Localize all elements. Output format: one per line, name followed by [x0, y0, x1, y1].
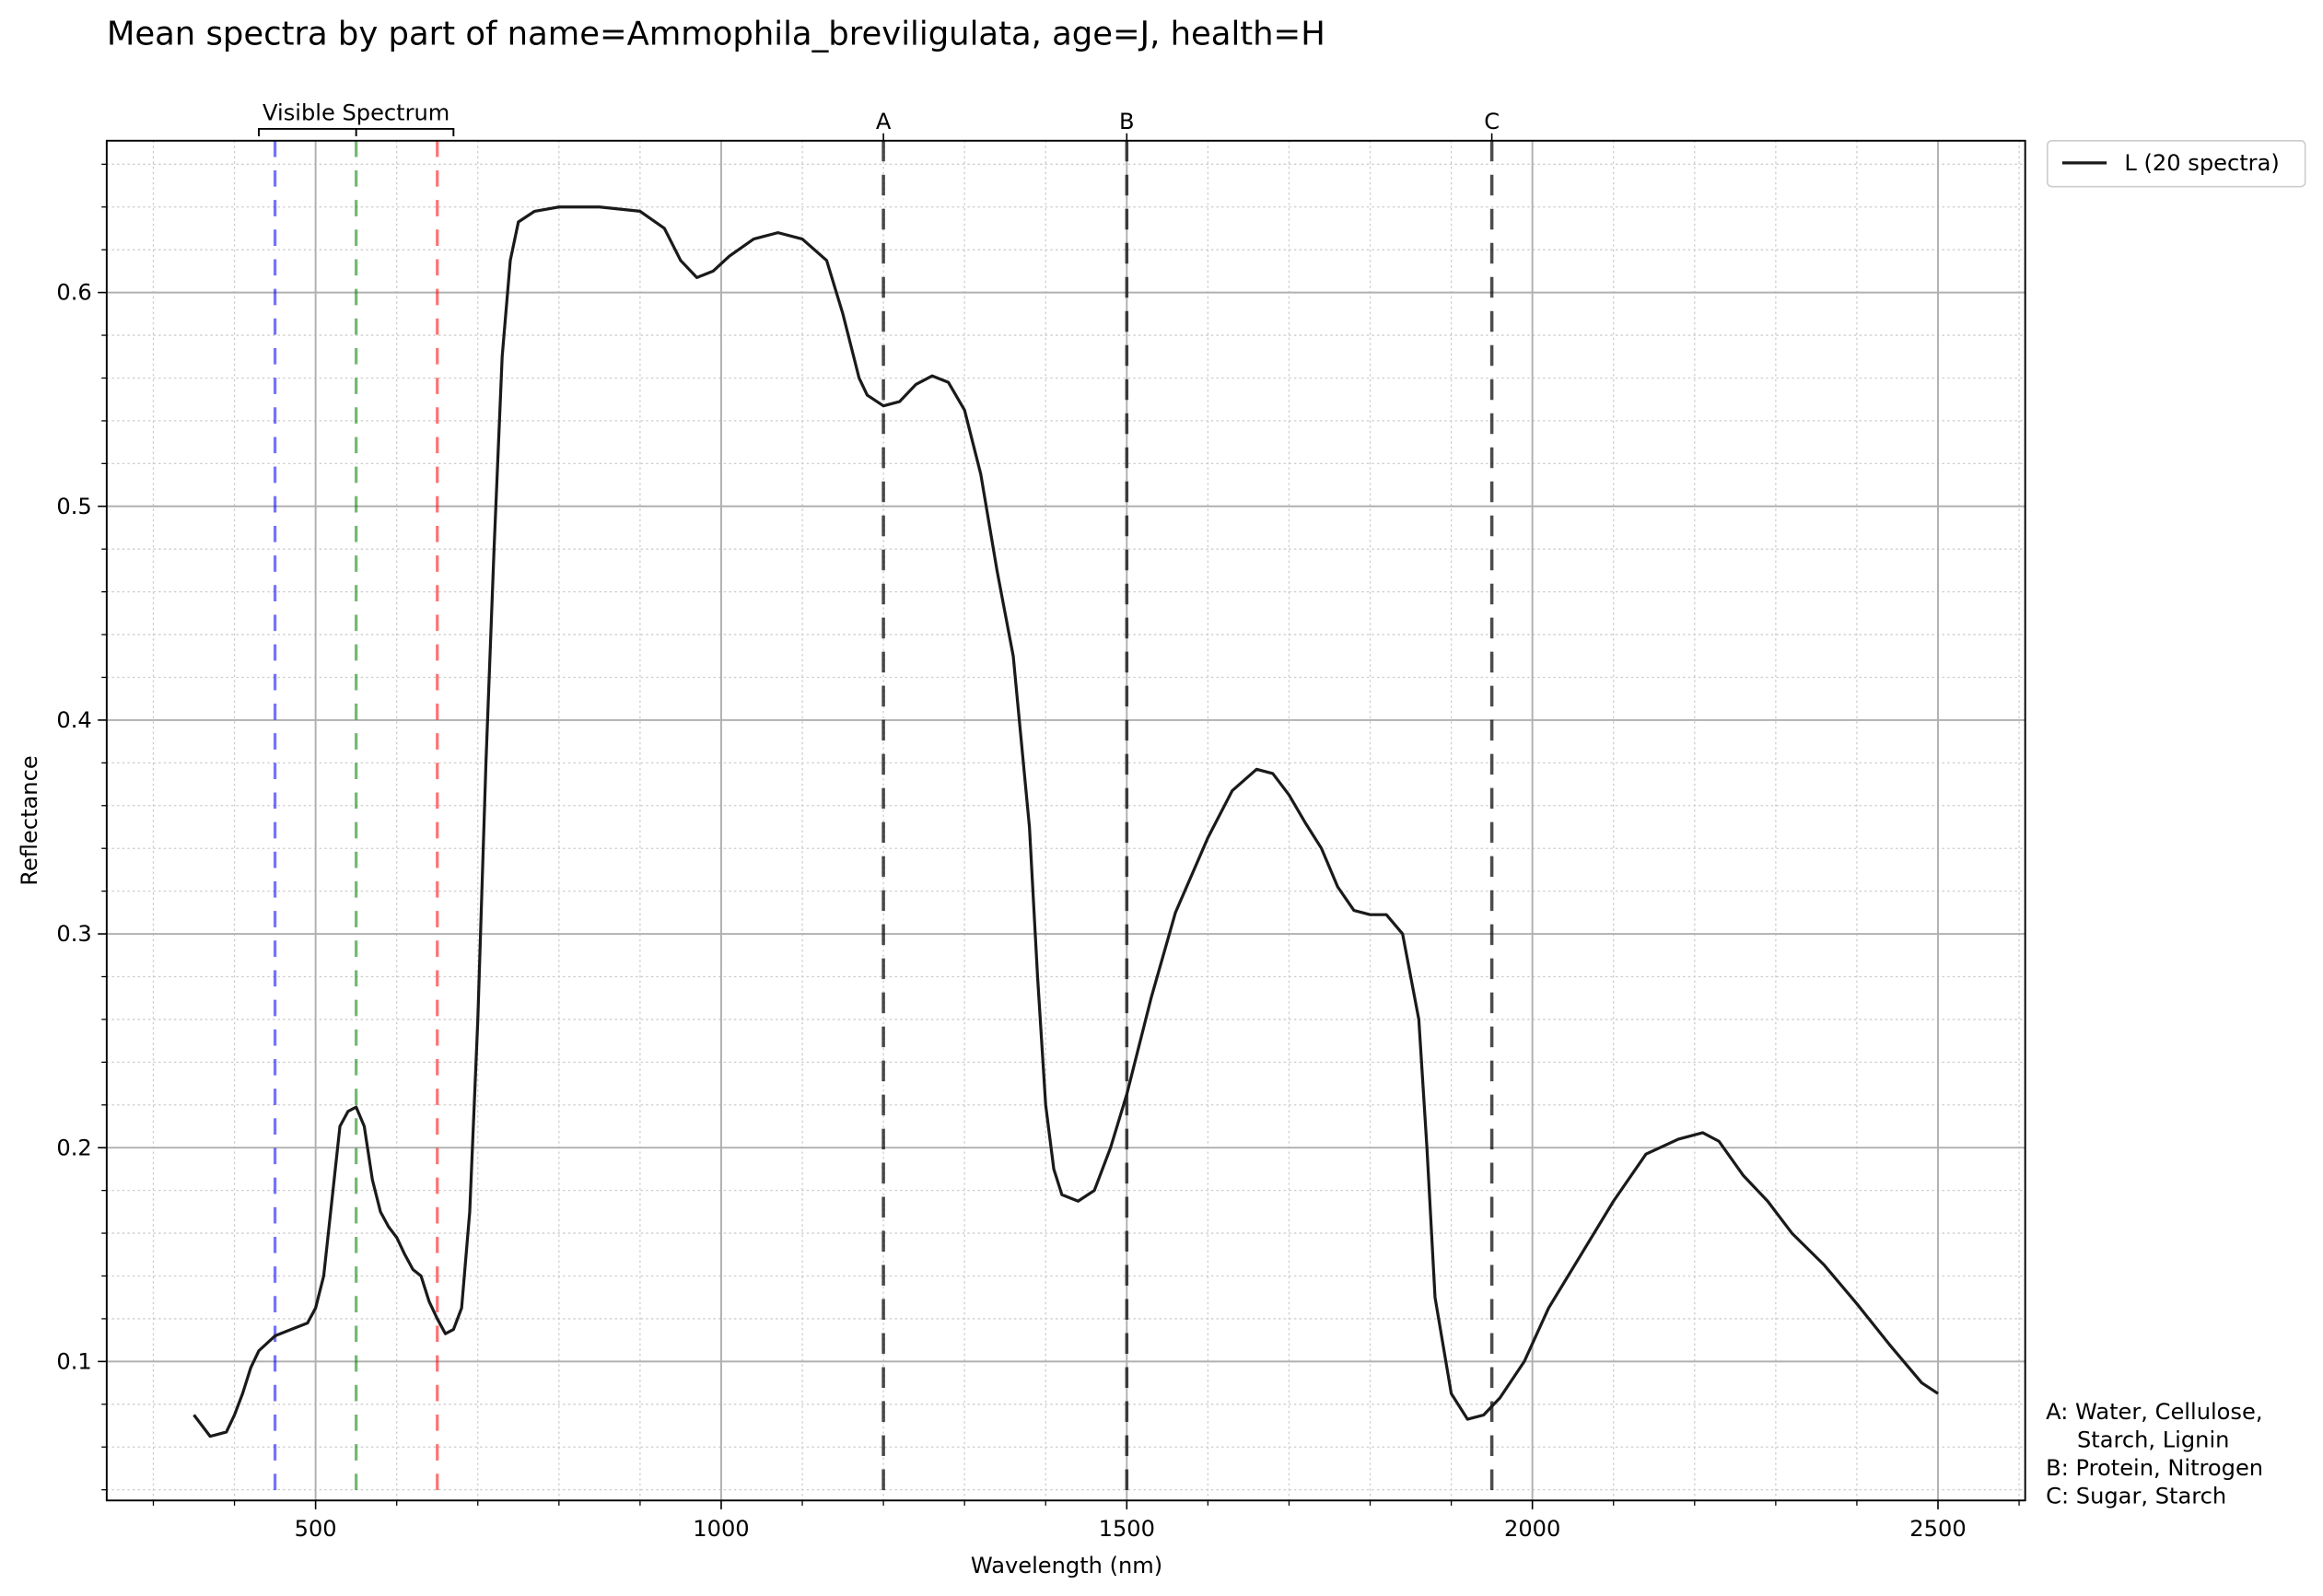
y-tick-label: 0.5 — [56, 494, 91, 519]
y-tick-label: 0.2 — [56, 1135, 91, 1160]
y-tick-label: 0.3 — [56, 921, 91, 947]
legend-box — [2046, 139, 2306, 188]
y-tick-label: 0.4 — [56, 707, 91, 733]
plot-frame — [105, 139, 2026, 1502]
marker-label: B — [1119, 109, 1135, 134]
x-tick-label: 2000 — [1504, 1516, 1560, 1542]
series-line — [193, 205, 1939, 1439]
visible-label: Visible Spectrum — [263, 99, 449, 125]
note-text: Starch, Lignin — [2077, 1427, 2229, 1452]
y-tick-label: 0.1 — [56, 1348, 91, 1374]
x-tick-label: 1000 — [693, 1516, 749, 1542]
x-tick-label: 1500 — [1099, 1516, 1155, 1542]
x-tick-label: 2500 — [1909, 1516, 1966, 1542]
note-text: C: Sugar, Starch — [2046, 1483, 2226, 1509]
y-tick-label: 0.6 — [56, 280, 91, 306]
legend-label: L (20 spectra) — [2124, 150, 2279, 176]
note-text: A: Water, Cellulose, — [2046, 1399, 2262, 1425]
y-axis-label: Reflectance — [17, 755, 42, 885]
note-text: B: Protein, Nitrogen — [2046, 1455, 2263, 1481]
marker-label: A — [876, 109, 892, 134]
marker-label: C — [1484, 109, 1500, 134]
x-axis-label: Wavelength (nm) — [971, 1553, 1162, 1579]
x-tick-label: 500 — [295, 1516, 337, 1542]
chart-title: Mean spectra by part of name=Ammophila_b… — [107, 15, 1325, 52]
